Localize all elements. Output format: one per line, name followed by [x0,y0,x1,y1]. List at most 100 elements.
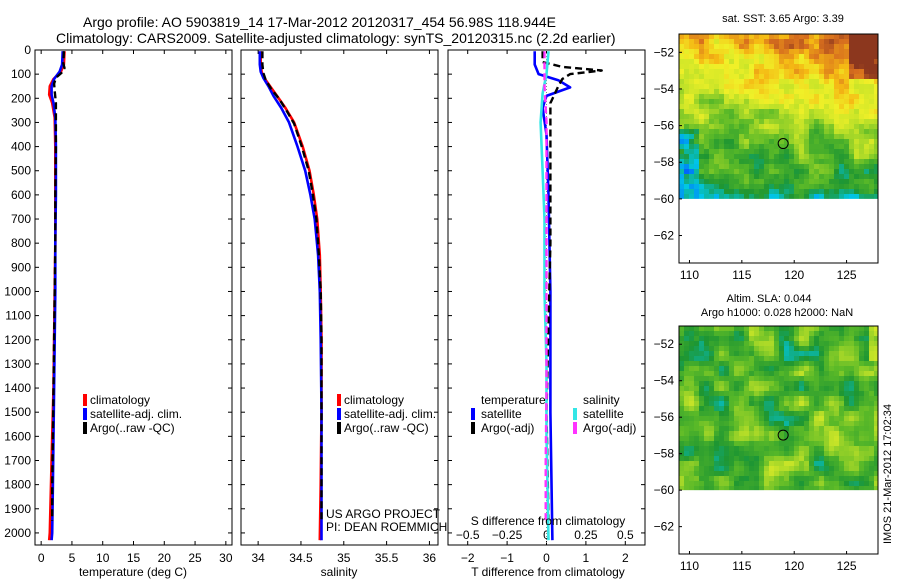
map-field-cell [754,411,759,416]
map-field-cell [799,476,804,481]
map-field-cell [819,119,824,124]
map-field-cell [834,401,839,406]
map-field-cell [784,366,789,371]
map-field-cell [834,184,839,189]
map-field-cell [744,376,749,381]
map-field-cell [869,376,874,381]
map-field-cell [844,119,849,124]
map-field-cell [764,346,769,351]
map-field-cell [824,326,829,331]
map-field-cell [834,149,839,154]
map-field-cell [794,74,799,79]
map-field-cell [774,461,779,466]
map-field-cell [779,139,784,144]
map-field-cell [829,49,834,54]
map-field-cell [829,386,834,391]
map-field-cell [764,436,769,441]
map-field-cell [684,174,689,179]
map-field-cell [859,406,864,411]
map-field-cell [689,124,694,129]
map-field-cell [844,411,849,416]
map-field-cell [814,134,819,139]
map-field-cell [819,486,824,491]
map-field-cell [679,376,684,381]
map-field-cell [839,346,844,351]
map-field-cell [769,144,774,149]
map-field-cell [744,154,749,159]
map-field-cell [739,426,744,431]
map-field-cell [769,139,774,144]
map-field-cell [834,99,839,104]
map-field-cell [769,396,774,401]
map-field-cell [719,416,724,421]
map-field-cell [784,466,789,471]
map-field-cell [739,144,744,149]
map-field-cell [699,104,704,109]
map-field-cell [844,84,849,89]
map-field-cell [699,356,704,361]
map-field-cell [814,471,819,476]
map-field-cell [864,346,869,351]
map-field-cell [874,466,878,471]
map-field-cell [849,396,854,401]
map-field-cell [734,149,739,154]
map-field-cell [869,39,874,44]
map-field-cell [784,194,789,199]
map-field-cell [774,326,779,331]
map-field-cell [744,114,749,119]
map-field-cell [729,376,734,381]
map-field-cell [764,476,769,481]
map-field-cell [839,74,844,79]
map-field-cell [769,54,774,59]
map-field-cell [704,481,709,486]
map-field-cell [804,59,809,64]
map-field-cell [794,64,799,69]
map-field-cell [854,406,859,411]
map-field-cell [739,361,744,366]
map-field-cell [699,461,704,466]
map-field-cell [839,164,844,169]
map-field-cell [754,436,759,441]
map-field-cell [749,139,754,144]
map-field-cell [709,351,714,356]
map-field-cell [834,476,839,481]
map-field-cell [769,84,774,89]
map-field-cell [709,64,714,69]
map-field-cell [699,386,704,391]
map-field-cell [854,59,859,64]
map-field-cell [704,486,709,491]
map-field-cell [849,49,854,54]
map-field-cell [729,356,734,361]
map-field-cell [739,104,744,109]
map-field-cell [854,341,859,346]
map-field-cell [844,426,849,431]
map-field-cell [799,154,804,159]
map-field-cell [719,69,724,74]
map-field-cell [869,59,874,64]
map-field-cell [824,466,829,471]
map-field-cell [739,179,744,184]
map-field-cell [829,366,834,371]
map-field-cell [814,84,819,89]
map-field-cell [729,346,734,351]
map-field-cell [719,346,724,351]
map-field-cell [869,416,874,421]
map-field-cell [774,471,779,476]
map-field-cell [784,139,789,144]
map-field-cell [834,139,839,144]
map-field-cell [799,144,804,149]
map-field-cell [724,451,729,456]
map-field-cell [844,129,849,134]
map-field-cell [809,119,814,124]
map-field-cell [684,331,689,336]
map-field-cell [709,114,714,119]
map-field-cell [729,119,734,124]
map-field-cell [839,94,844,99]
map-field-cell [709,154,714,159]
temp-legend-argo: Argo(..raw -QC) [90,421,175,435]
map-field-cell [834,64,839,69]
sal-legend-climatology-swatch [337,394,341,406]
map-field-cell [769,451,774,456]
map-field-cell [689,64,694,69]
map-field-cell [849,411,854,416]
